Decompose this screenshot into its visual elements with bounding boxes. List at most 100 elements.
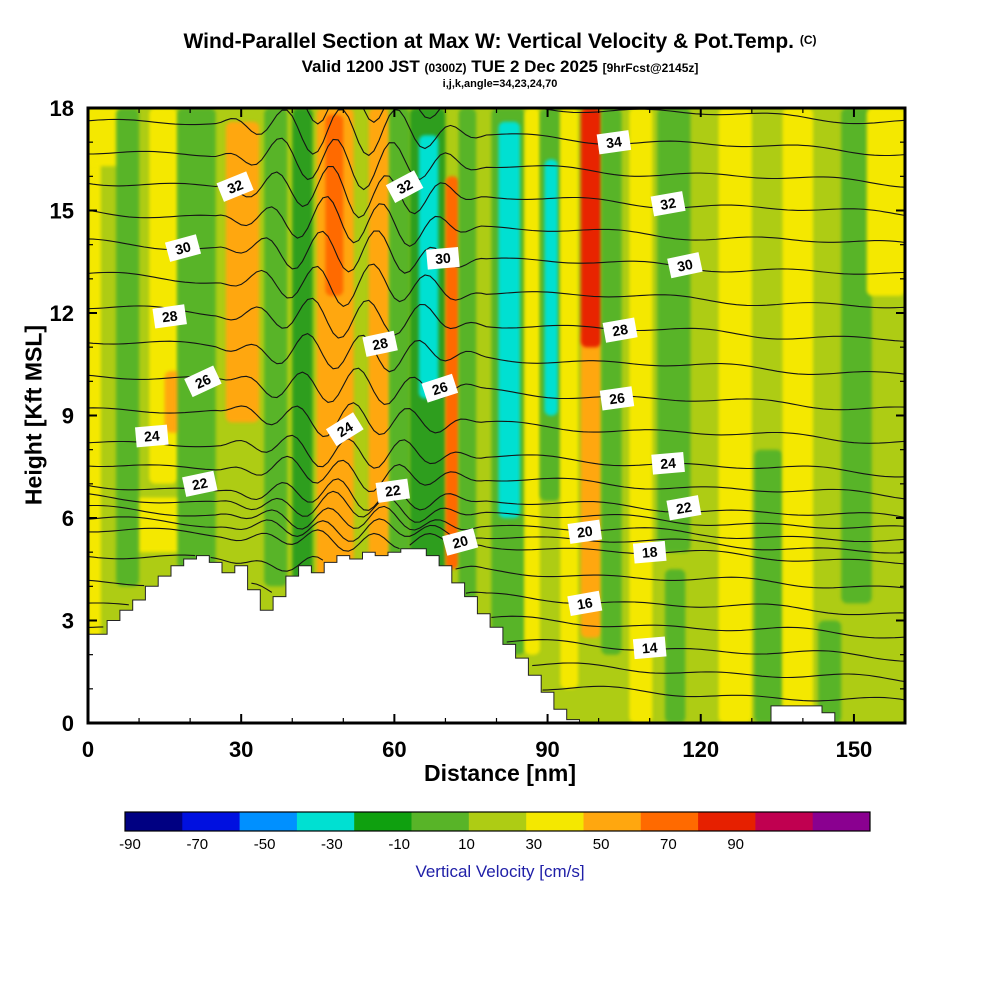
x-tick-label: 60 — [382, 737, 406, 762]
contour-label-text: 28 — [161, 307, 179, 325]
field-band — [754, 449, 783, 723]
field-band — [818, 620, 842, 723]
contour-label: 22 — [375, 478, 411, 503]
colorbar-segment — [640, 812, 699, 831]
contour-label-box — [442, 528, 479, 556]
colorbar-segment — [812, 812, 871, 831]
contour-label-text: 16 — [576, 594, 594, 612]
contour-line — [88, 504, 905, 543]
contour-label-text: 20 — [576, 523, 594, 541]
contour-label-box — [164, 234, 202, 262]
contour-label-box — [596, 130, 632, 155]
contour-label-box — [325, 412, 364, 447]
contour-label: 24 — [651, 451, 685, 475]
contour-label-text: 28 — [611, 321, 629, 339]
contour-label-box — [651, 451, 685, 475]
contour-line — [88, 402, 905, 444]
contour-line — [88, 230, 905, 275]
colorbar-segment — [468, 812, 527, 831]
y-tick-label: 15 — [50, 199, 74, 224]
contour-line — [88, 367, 905, 411]
contour-label: 32 — [216, 171, 254, 202]
contour-label-box — [599, 386, 635, 411]
colorbar-frame — [124, 811, 871, 832]
grid-index-line: i,j,k,angle=34,23,24,70 — [442, 78, 558, 90]
contour-label-box — [632, 540, 667, 564]
chart-title-text: Wind-Parallel Section at Max W: Vertical… — [183, 30, 794, 53]
contour-line — [88, 516, 905, 554]
terrain — [88, 548, 905, 723]
axes: 0 30 60 90 120 150 0 3 6 9 12 15 18 — [50, 96, 907, 762]
colorbar-segment — [354, 812, 412, 831]
field-band — [601, 108, 622, 655]
contour-label-text: 28 — [371, 334, 390, 353]
contour-label: 28 — [152, 304, 187, 329]
contour-label-box — [426, 246, 460, 270]
plot-frame — [86, 106, 907, 725]
colorbar-title: Vertical Velocity [cm/s] — [415, 862, 585, 881]
contour-label: 16 — [567, 590, 603, 617]
contour-label: 30 — [667, 252, 703, 279]
contour-line — [88, 579, 905, 616]
y-tick-label: 12 — [50, 301, 74, 326]
contour-label: 32 — [650, 191, 686, 217]
contour-label-text: 24 — [143, 427, 160, 444]
field-band — [629, 108, 653, 723]
colorbar-segment — [698, 812, 756, 831]
contour-label-text: 22 — [384, 482, 402, 500]
colorbar-segment — [125, 812, 183, 831]
chart-subtitle: Valid 1200 JST (0300Z) TUE 2 Dec 2025 [9… — [0, 57, 1000, 77]
contour-label: 22 — [182, 470, 218, 497]
contour-line — [88, 490, 905, 529]
contour-label-box — [216, 171, 254, 202]
colorbar-tick-label: 50 — [593, 836, 610, 853]
contour-label-box — [567, 519, 603, 544]
contour-label: 24 — [325, 412, 364, 447]
contour-label-text: 22 — [191, 474, 210, 493]
field-band — [657, 108, 691, 553]
chart-title-unit: (C) — [799, 33, 817, 47]
forecast-info: [9hrFcst@2145z] — [602, 61, 699, 75]
contour-label-box — [666, 495, 702, 521]
contour-label: 30 — [164, 234, 202, 262]
colorbar-tick-label: -50 — [254, 836, 276, 853]
contour-line — [88, 297, 905, 342]
contour-label-box — [182, 470, 218, 497]
colorbar-tick-label: 90 — [727, 836, 744, 853]
terrain-mask — [88, 548, 905, 723]
contour-label-text: 32 — [659, 194, 677, 212]
contour-label-box — [421, 373, 459, 403]
contour-label-text: 14 — [641, 639, 658, 656]
contour-label: 28 — [602, 317, 638, 343]
contour-label: 20 — [442, 528, 479, 556]
contour-label-text: 32 — [394, 176, 415, 198]
contour-label-text: 24 — [334, 418, 356, 440]
field-band — [225, 121, 260, 423]
field-band — [718, 108, 752, 723]
contour-label-box — [134, 424, 169, 448]
contour-label: 30 — [426, 246, 460, 270]
contour-label-box — [632, 636, 667, 660]
contour-label-text: 32 — [225, 176, 246, 197]
y-tick-label: 3 — [62, 609, 74, 634]
contour-line — [88, 332, 905, 375]
y-axis-title: Height [Kft MSL] — [20, 324, 47, 506]
field-band — [665, 569, 686, 723]
contour-label-text: 20 — [451, 532, 470, 552]
contour-line — [88, 554, 905, 589]
contour-label: 28 — [362, 330, 398, 357]
field-band — [264, 108, 288, 587]
colorbar-tick-label: -10 — [388, 836, 410, 853]
x-tick-label: 0 — [82, 737, 94, 762]
contour-label: 20 — [567, 519, 603, 544]
colorbar-tick-label: 70 — [660, 836, 677, 853]
valid-date: TUE 2 Dec 2025 — [471, 57, 598, 76]
contour-label-text: 34 — [605, 133, 623, 151]
contour-label: 24 — [134, 424, 169, 448]
colorbar-segment — [755, 812, 814, 831]
colorbar-segment — [583, 812, 642, 831]
y-tick-label: 18 — [50, 96, 74, 121]
field-band — [580, 108, 602, 348]
